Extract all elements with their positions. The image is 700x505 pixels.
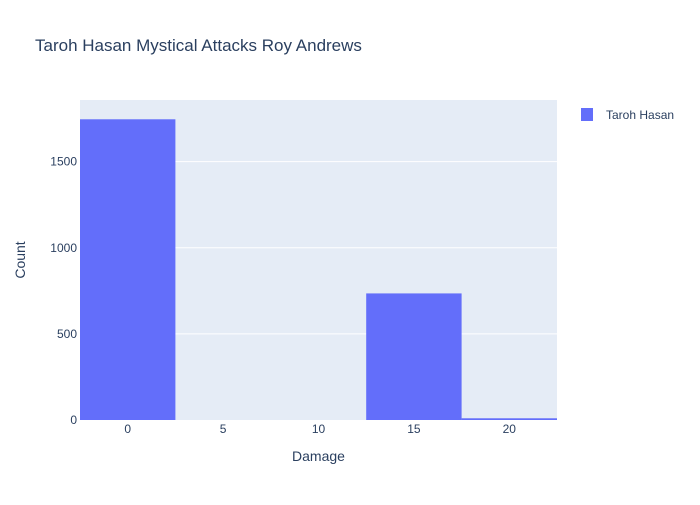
x-axis-ticks: 0 5 10 15 20 [124,422,516,436]
bar-0 [80,119,176,421]
x-tick-label: 15 [407,422,421,436]
y-axis-ticks: 0 500 1000 1500 [50,155,77,427]
y-tick-label: 1000 [50,241,77,255]
legend[interactable]: Taroh Hasan [581,108,674,122]
x-tick-label: 20 [503,422,517,436]
y-tick-label: 0 [70,413,77,427]
legend-swatch [581,108,593,121]
x-tick-label: 0 [124,422,131,436]
legend-label: Taroh Hasan [606,108,674,122]
y-axis-title: Count [12,241,28,278]
x-tick-label: 10 [312,422,326,436]
y-tick-label: 1500 [50,155,77,169]
x-axis-title: Damage [292,448,345,464]
bars [80,119,557,421]
bar-15 [366,293,462,420]
bar-20 [461,418,557,420]
x-tick-label: 5 [220,422,227,436]
y-tick-label: 500 [57,327,77,341]
chart-title: Taroh Hasan Mystical Attacks Roy Andrews [35,36,362,55]
